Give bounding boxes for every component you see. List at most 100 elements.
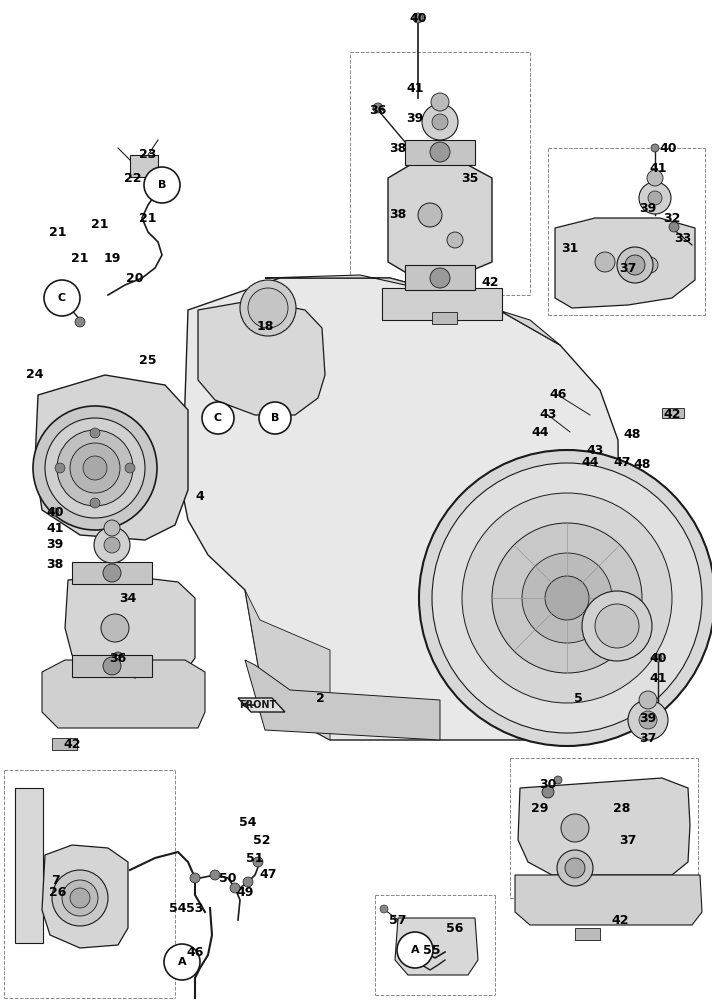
Circle shape — [240, 280, 296, 336]
Text: 42: 42 — [664, 408, 681, 422]
Circle shape — [545, 576, 589, 620]
Circle shape — [492, 523, 642, 673]
Polygon shape — [245, 660, 440, 740]
Text: 40: 40 — [46, 506, 64, 518]
Text: 2: 2 — [315, 692, 325, 704]
Circle shape — [210, 870, 220, 880]
Text: 56: 56 — [446, 922, 464, 934]
Text: 41: 41 — [46, 522, 64, 534]
Text: 21: 21 — [71, 251, 89, 264]
Circle shape — [639, 691, 657, 709]
Text: 37: 37 — [619, 834, 637, 846]
Circle shape — [554, 776, 562, 784]
Bar — [72, 562, 152, 584]
Circle shape — [164, 944, 200, 980]
Circle shape — [413, 13, 423, 23]
Text: 36: 36 — [370, 104, 387, 116]
Text: A: A — [411, 945, 419, 955]
Circle shape — [462, 493, 672, 703]
Text: 50: 50 — [219, 871, 237, 884]
Circle shape — [647, 170, 663, 186]
Text: 39: 39 — [639, 712, 656, 724]
Text: 40: 40 — [649, 652, 666, 664]
Polygon shape — [265, 275, 560, 345]
Circle shape — [669, 222, 679, 232]
Circle shape — [94, 527, 130, 563]
Circle shape — [582, 591, 652, 661]
Text: 54: 54 — [169, 902, 187, 914]
Text: 28: 28 — [613, 802, 631, 814]
Text: 48: 48 — [623, 428, 641, 442]
Text: 52: 52 — [253, 834, 271, 846]
Polygon shape — [555, 218, 695, 308]
Circle shape — [243, 877, 253, 887]
Text: 41: 41 — [649, 672, 666, 684]
Circle shape — [104, 520, 120, 536]
Circle shape — [103, 657, 121, 675]
Circle shape — [432, 463, 702, 733]
Polygon shape — [182, 278, 620, 740]
Circle shape — [52, 870, 108, 926]
Circle shape — [561, 814, 589, 842]
Circle shape — [430, 268, 450, 288]
Circle shape — [248, 288, 288, 328]
Text: 41: 41 — [407, 82, 424, 95]
Circle shape — [101, 614, 129, 642]
Circle shape — [651, 144, 659, 152]
Bar — [662, 408, 684, 418]
Text: 43: 43 — [539, 408, 557, 422]
Text: 4: 4 — [196, 490, 204, 504]
Circle shape — [565, 858, 585, 878]
Text: A: A — [178, 957, 187, 967]
Text: 47: 47 — [613, 456, 631, 468]
Polygon shape — [395, 918, 478, 975]
Text: 54: 54 — [239, 816, 257, 828]
Text: 55: 55 — [423, 944, 441, 956]
Text: 38: 38 — [46, 558, 63, 572]
Text: 38: 38 — [389, 209, 407, 222]
Circle shape — [90, 428, 100, 438]
Circle shape — [654, 654, 662, 662]
Text: 19: 19 — [103, 251, 121, 264]
Circle shape — [75, 317, 85, 327]
Text: 47: 47 — [259, 868, 277, 882]
Text: 49: 49 — [236, 886, 253, 898]
Text: 42: 42 — [63, 738, 80, 752]
Bar — [52, 738, 77, 750]
Circle shape — [144, 167, 180, 203]
Text: 38: 38 — [389, 141, 407, 154]
Text: 53: 53 — [187, 902, 204, 914]
Circle shape — [625, 255, 645, 275]
Circle shape — [430, 142, 450, 162]
Text: 37: 37 — [619, 261, 637, 274]
Text: 42: 42 — [611, 914, 629, 926]
Circle shape — [542, 786, 554, 798]
Circle shape — [70, 443, 120, 493]
Circle shape — [557, 850, 593, 886]
Text: 31: 31 — [561, 241, 579, 254]
Circle shape — [432, 114, 448, 130]
Circle shape — [55, 463, 65, 473]
Text: 44: 44 — [581, 456, 599, 468]
Circle shape — [103, 564, 121, 582]
Text: 39: 39 — [407, 111, 424, 124]
Bar — [382, 288, 502, 320]
Circle shape — [447, 232, 463, 248]
Circle shape — [253, 857, 263, 867]
Circle shape — [380, 905, 388, 913]
Polygon shape — [42, 660, 205, 728]
Text: 21: 21 — [49, 226, 67, 238]
Text: 7: 7 — [51, 874, 59, 886]
Bar — [405, 140, 475, 165]
Circle shape — [83, 456, 107, 480]
Circle shape — [57, 430, 133, 506]
Text: 26: 26 — [49, 886, 67, 900]
Text: 43: 43 — [586, 444, 604, 456]
Circle shape — [125, 463, 135, 473]
Text: 35: 35 — [461, 172, 478, 184]
Circle shape — [373, 103, 383, 113]
Text: 39: 39 — [46, 538, 63, 552]
Text: 46: 46 — [187, 946, 204, 958]
Circle shape — [522, 553, 612, 643]
Text: 5: 5 — [574, 692, 582, 704]
